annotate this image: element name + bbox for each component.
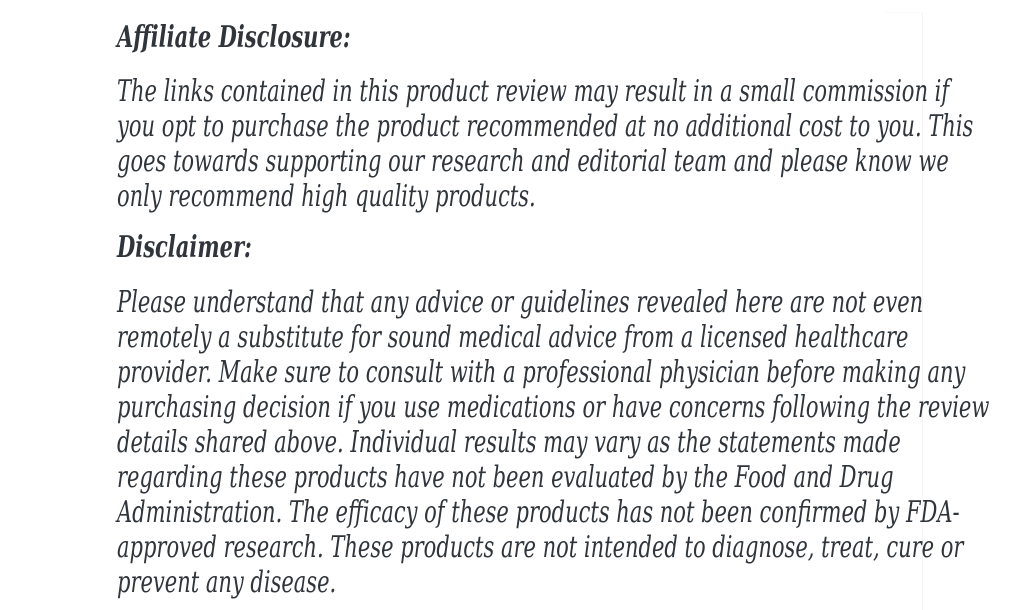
disclaimer-heading: Disclaimer: [117,230,252,265]
card-top-edge-line [884,12,922,13]
card-right-edge-line [922,12,923,610]
affiliate-disclosure-paragraph: The links contained in this product revi… [117,74,974,214]
disclaimer-paragraph: Please understand that any advice or gui… [117,285,990,600]
affiliate-disclosure-heading: Affiliate Disclosure: [117,20,351,55]
article-content: Affiliate Disclosure: The links containe… [117,0,1024,600]
article-text-column: Affiliate Disclosure: The links containe… [117,20,990,600]
